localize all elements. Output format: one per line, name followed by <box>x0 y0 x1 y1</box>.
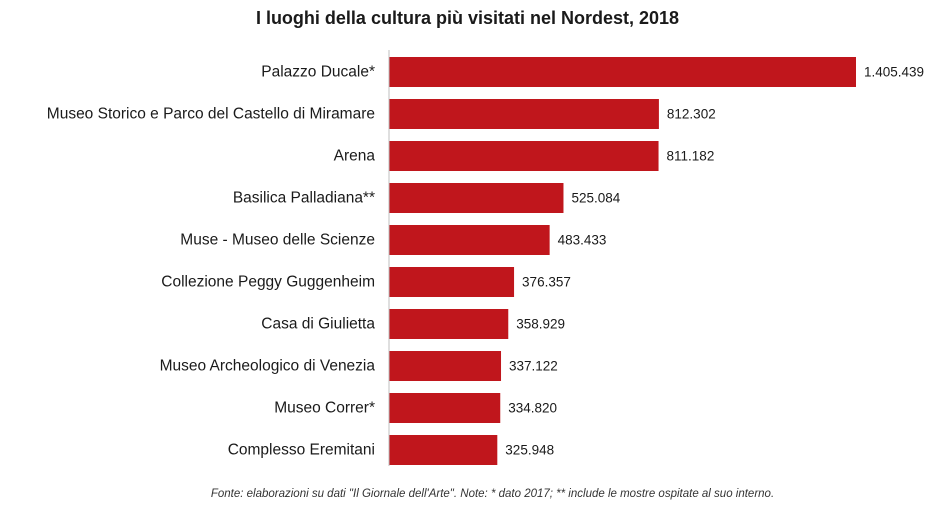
value-label: 337.122 <box>509 359 558 374</box>
value-label: 376.357 <box>522 275 571 290</box>
category-label: Muse - Museo delle Scienze <box>180 232 375 249</box>
value-label: 325.948 <box>505 443 554 458</box>
bar-chart: Palazzo Ducale* 1.405.439 Museo Storico e … <box>47 50 924 466</box>
category-label: Complesso Eremitani <box>228 442 375 459</box>
category-label: Basilica Palladiana** <box>233 190 375 207</box>
bar <box>389 225 550 255</box>
value-label: 811.182 <box>667 149 715 164</box>
bar <box>389 351 502 381</box>
category-label: Palazzo Ducale* <box>261 64 375 81</box>
value-label: 1.405.439 <box>864 65 924 80</box>
value-label: 525.084 <box>571 191 620 206</box>
bar <box>389 393 501 423</box>
value-label: 334.820 <box>508 401 557 416</box>
chart-title: I luoghi della cultura più visitati nel … <box>255 8 680 28</box>
bar <box>389 57 856 87</box>
bar <box>389 267 515 297</box>
category-label: Collezione Peggy Guggenheim <box>161 274 375 291</box>
category-label: Arena <box>334 148 376 165</box>
bar <box>389 141 659 171</box>
value-label: 483.433 <box>558 233 607 248</box>
bars-layer: Palazzo Ducale* 1.405.439 Museo Storico e … <box>47 57 924 465</box>
value-label: 358.929 <box>516 317 565 332</box>
chart-source-note: Fonte: elaborazioni su dati "Il Giornale… <box>210 488 775 500</box>
category-label: Museo Correr* <box>274 400 375 417</box>
bar <box>389 99 659 129</box>
bar <box>389 309 509 339</box>
bar <box>389 435 498 465</box>
bar <box>389 183 564 213</box>
category-label: Museo Archeologico di Venezia <box>160 358 376 375</box>
value-label: 812.302 <box>667 107 716 122</box>
category-label: Museo Storico e Parco del Castello di Mi… <box>47 106 375 123</box>
category-label: Casa di Giulietta <box>261 316 375 333</box>
